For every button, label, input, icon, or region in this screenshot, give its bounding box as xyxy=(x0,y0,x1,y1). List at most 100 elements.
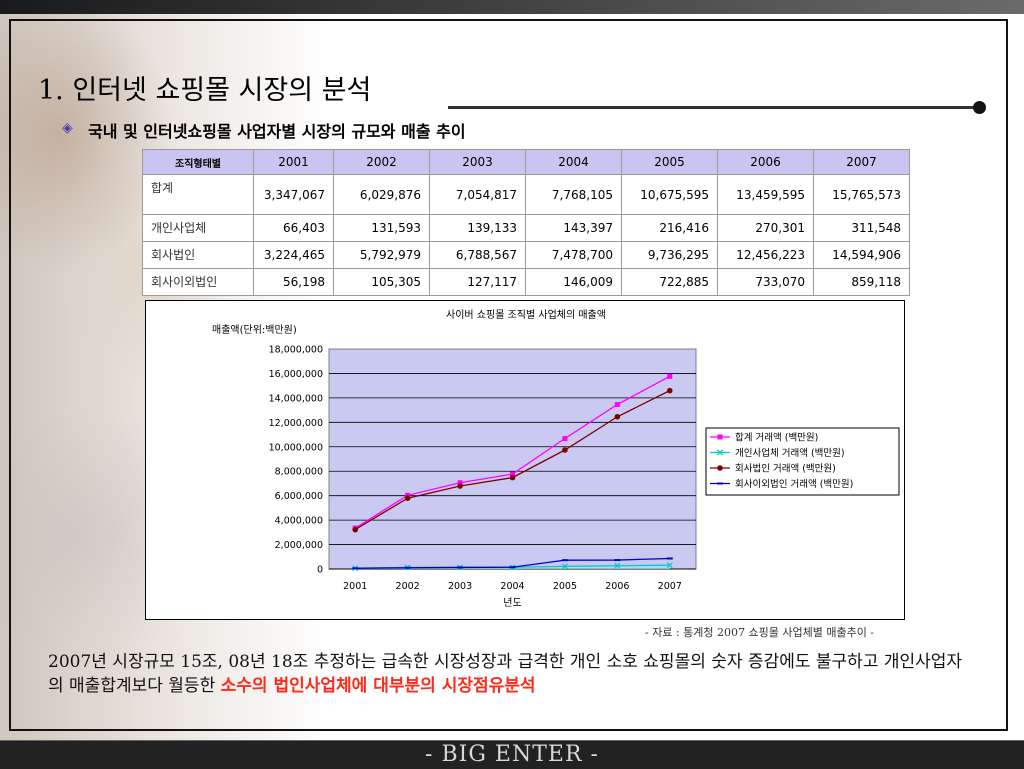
chart-title: 사이버 쇼핑몰 조직별 사업체의 매출액 xyxy=(446,308,606,321)
x-tick-label: 2006 xyxy=(605,581,629,592)
table-cell: 270,301 xyxy=(717,214,814,242)
table-cell: 143,397 xyxy=(525,214,622,242)
table-cell: 733,070 xyxy=(717,268,814,296)
table-cell: 216,416 xyxy=(621,214,718,242)
table-cell: 7,478,700 xyxy=(525,241,622,269)
x-axis-label: 년도 xyxy=(503,597,521,609)
top-decorative-bar xyxy=(0,0,1024,14)
y-tick-label: 4,000,000 xyxy=(275,516,323,527)
slide-frame xyxy=(9,19,1008,731)
table-cell: 311,548 xyxy=(813,214,910,242)
table-cell: 139,133 xyxy=(429,214,526,242)
table-cell: 722,885 xyxy=(621,268,718,296)
table-header-row: 조직형태별 2001 2002 2003 2004 2005 2006 2007 xyxy=(142,149,910,175)
table-cell: 6,029,876 xyxy=(333,174,430,215)
legend-label: 합계 거래액 (백만원) xyxy=(735,432,818,444)
row-label: 합계 xyxy=(142,174,254,215)
slide-title: 1. 인터넷 쇼핑몰 시장의 분석 xyxy=(38,75,372,106)
table-cell: 12,456,223 xyxy=(717,241,814,269)
legend-label: 회사법인 거래액 (백만원) xyxy=(735,463,836,475)
table-header-cell: 2005 xyxy=(621,149,718,175)
data-point-marker xyxy=(562,436,568,442)
table-header-cell: 조직형태별 xyxy=(142,149,254,175)
data-point-marker xyxy=(666,562,673,569)
table-cell: 6,788,567 xyxy=(429,241,526,269)
y-tick-label: 18,000,000 xyxy=(269,345,323,356)
y-tick-label: 10,000,000 xyxy=(269,442,323,453)
table-cell: 3,347,067 xyxy=(253,174,334,215)
sales-table: 조직형태별 2001 2002 2003 2004 2005 2006 2007… xyxy=(142,149,910,296)
source-note: - 자료 : 통계청 2007 쇼핑몰 사업체별 매출추이 - xyxy=(645,626,875,639)
table-header-cell: 2004 xyxy=(525,149,622,175)
x-tick-label: 2007 xyxy=(658,581,682,592)
summary-text: 2007년 시장규모 15조, 08년 18조 추정하는 급속한 시장성장과 급… xyxy=(48,652,963,696)
plot-area xyxy=(328,348,697,570)
data-point-marker xyxy=(717,482,723,485)
data-point-marker xyxy=(667,373,673,379)
y-tick-label: 8,000,000 xyxy=(275,467,323,478)
summary-paragraph: 2007년 시장규모 15조, 08년 18조 추정하는 급속한 시장성장과 급… xyxy=(48,650,968,698)
data-point-marker xyxy=(405,492,411,498)
table-cell: 3,224,465 xyxy=(253,241,334,269)
table-cell: 9,736,295 xyxy=(621,241,718,269)
row-label: 개인사업체 xyxy=(142,214,254,242)
table-cell: 15,765,573 xyxy=(813,174,910,215)
legend-label: 개인사업체 거래액 (백만원) xyxy=(735,447,845,459)
data-point-marker xyxy=(457,566,464,569)
data-point-marker xyxy=(352,567,359,570)
table-header-cell: 2002 xyxy=(333,149,430,175)
legend-label: 회사이외법인 거래액 (백만원) xyxy=(735,478,853,490)
table-cell: 14,594,906 xyxy=(813,241,910,269)
x-tick-label: 2001 xyxy=(343,581,367,592)
data-point-marker xyxy=(666,387,673,394)
data-point-marker xyxy=(457,483,463,489)
table-cell: 56,198 xyxy=(253,268,334,296)
y-axis-label: 매출액(단위:백만원) xyxy=(212,323,297,336)
table-cell: 66,403 xyxy=(253,214,334,242)
diamond-bullet-icon: ◈ xyxy=(62,120,73,136)
table-row: 회사법인 3,224,465 5,792,979 6,788,567 7,478… xyxy=(142,241,910,269)
bottom-bar xyxy=(0,740,1024,769)
y-tick-label: 12,000,000 xyxy=(269,418,323,429)
data-point-marker xyxy=(614,562,621,569)
data-point-marker xyxy=(614,559,621,562)
y-tick-label: 16,000,000 xyxy=(269,369,323,380)
table-cell: 5,792,979 xyxy=(333,241,430,269)
table-cell: 131,593 xyxy=(333,214,430,242)
data-point-marker xyxy=(404,495,411,501)
table-cell: 7,054,817 xyxy=(429,174,526,215)
x-tick-label: 2003 xyxy=(448,581,472,592)
data-point-marker xyxy=(457,480,463,486)
table-cell: 146,009 xyxy=(525,268,622,296)
slide-subtitle: 국내 및 인터넷쇼핑몰 사업자별 시장의 규모와 매출 추이 xyxy=(88,122,466,141)
table-cell: 105,305 xyxy=(333,268,430,296)
x-tick-label: 2005 xyxy=(553,581,577,592)
table-header-cell: 2001 xyxy=(253,149,334,175)
table-row: 합계 3,347,067 6,029,876 7,054,817 7,768,1… xyxy=(142,174,910,215)
table-cell: 127,117 xyxy=(429,268,526,296)
table-row: 회사이외법인 56,198 105,305 127,117 146,009 72… xyxy=(142,268,910,296)
data-point-marker xyxy=(404,566,411,569)
row-label: 회사법인 xyxy=(142,241,254,269)
data-point-marker xyxy=(614,413,621,420)
y-tick-label: 14,000,000 xyxy=(269,393,323,404)
table-cell: 13,459,595 xyxy=(717,174,814,215)
table-header-cell: 2003 xyxy=(429,149,526,175)
data-point-marker xyxy=(717,449,723,456)
legend-box xyxy=(705,427,900,496)
data-point-marker xyxy=(562,447,568,453)
data-point-marker xyxy=(509,566,516,569)
table-header-cell: 2006 xyxy=(717,149,814,175)
data-point-marker xyxy=(717,465,723,471)
table-row: 개인사업체 66,403 131,593 139,133 143,397 216… xyxy=(142,214,910,242)
x-tick-label: 2004 xyxy=(500,581,524,592)
data-point-marker xyxy=(717,434,723,440)
title-underline-dot xyxy=(973,101,986,114)
row-label: 회사이외법인 xyxy=(142,268,254,296)
y-tick-label: 0 xyxy=(317,565,323,576)
table-header-cell: 2007 xyxy=(813,149,910,175)
x-tick-label: 2002 xyxy=(396,581,420,592)
table-cell: 7,768,105 xyxy=(525,174,622,215)
